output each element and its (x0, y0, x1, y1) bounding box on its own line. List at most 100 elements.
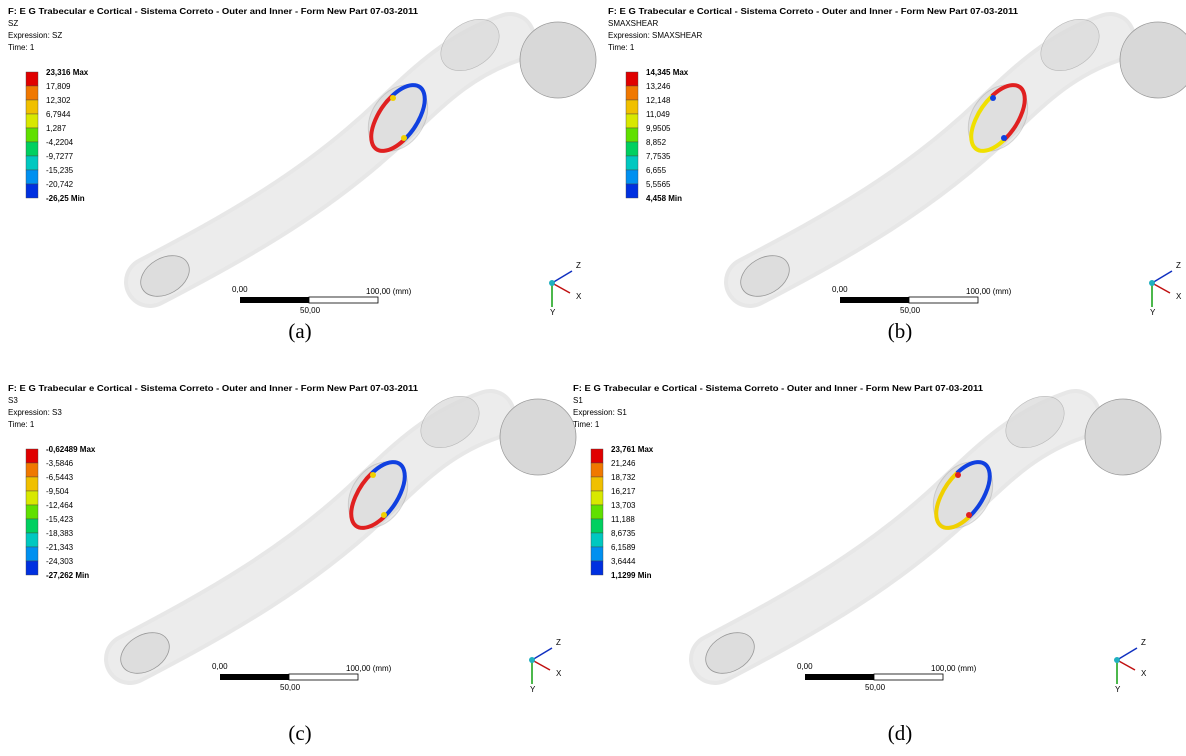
legend-label: -15,235 (46, 166, 74, 175)
legend-label: 14,345 Max (646, 68, 689, 77)
axis-z (1117, 648, 1137, 660)
scale-end: 100,00 (mm) (366, 287, 412, 296)
legend-cell (591, 547, 603, 561)
legend-cell (626, 86, 638, 100)
femur-head (500, 399, 576, 475)
time: Time: 1 (573, 420, 600, 429)
legend-cell (626, 184, 638, 198)
caption: (b) (888, 319, 913, 343)
panel: F: E G Trabecular e Cortical - Sistema C… (608, 7, 1186, 317)
axis-label: Y (530, 685, 536, 694)
scale-black (220, 674, 289, 680)
ring-spot (990, 95, 996, 101)
axis-label: Z (1141, 638, 1146, 647)
legend-cell (26, 86, 38, 100)
legend-cell (26, 142, 38, 156)
legend-label: 21,246 (611, 459, 636, 468)
scale-black (840, 297, 909, 303)
panel-title: F: E G Trabecular e Cortical - Sistema C… (573, 384, 984, 393)
quantity: S1 (573, 396, 583, 405)
legend-cell (26, 477, 38, 491)
panel-title: F: E G Trabecular e Cortical - Sistema C… (608, 7, 1019, 16)
legend-cell (591, 519, 603, 533)
panel-title: F: E G Trabecular e Cortical - Sistema C… (8, 7, 419, 16)
legend-cell (26, 114, 38, 128)
axis-label: Y (1150, 308, 1156, 317)
ring-spot (370, 472, 376, 478)
legend-cell (26, 561, 38, 575)
legend-cell (591, 505, 603, 519)
scale-black (240, 297, 309, 303)
axis-x (552, 283, 570, 293)
legend-cell (26, 72, 38, 86)
expression: Expression: SZ (8, 31, 62, 40)
expression: Expression: SMAXSHEAR (608, 31, 702, 40)
scale-end: 100,00 (mm) (966, 287, 1012, 296)
figure: F: E G Trabecular e Cortical - Sistema C… (0, 0, 1186, 756)
legend-cell (591, 477, 603, 491)
scale-mid: 50,00 (865, 683, 886, 692)
legend-label: -18,383 (46, 529, 74, 538)
legend-label: 3,6444 (611, 557, 636, 566)
legend-label: -9,504 (46, 487, 69, 496)
legend-label: 17,809 (46, 82, 71, 91)
scale-mid: 50,00 (300, 306, 321, 315)
legend-label: 13,703 (611, 501, 636, 510)
axis-origin (549, 280, 555, 286)
time: Time: 1 (8, 43, 35, 52)
axis-label: Z (1176, 261, 1181, 270)
scale-start: 0,00 (212, 662, 228, 671)
ring-spot (955, 472, 961, 478)
axis-z (1152, 271, 1172, 283)
axis-label: X (1176, 292, 1182, 301)
scale-start: 0,00 (797, 662, 813, 671)
legend-cell (626, 156, 638, 170)
scale-white (289, 674, 358, 680)
scale-mid: 50,00 (900, 306, 921, 315)
legend-cell (591, 491, 603, 505)
legend-label: -12,464 (46, 501, 74, 510)
legend-label: 16,217 (611, 487, 636, 496)
time: Time: 1 (8, 420, 35, 429)
legend-label: 6,1589 (611, 543, 636, 552)
axis-label: Y (1115, 685, 1121, 694)
quantity: SMAXSHEAR (608, 19, 658, 28)
legend-label: 6,655 (646, 166, 667, 175)
ring-spot (1001, 135, 1007, 141)
scale-black (805, 674, 874, 680)
legend-label: 13,246 (646, 82, 671, 91)
scale-end: 100,00 (mm) (346, 664, 392, 673)
axis-x (1152, 283, 1170, 293)
legend-cell (591, 561, 603, 575)
panel: F: E G Trabecular e Cortical - Sistema C… (8, 7, 596, 317)
axis-x (532, 660, 550, 670)
ring-spot (966, 512, 972, 518)
femur-inner (130, 415, 490, 659)
axis-origin (1149, 280, 1155, 286)
axis-label: X (576, 292, 582, 301)
ring-spot (401, 135, 407, 141)
expression: Expression: S3 (8, 408, 62, 417)
legend-label: 1,1299 Min (611, 571, 652, 580)
scale-white (309, 297, 378, 303)
legend-label: 4,458 Min (646, 194, 682, 203)
legend-cell (626, 142, 638, 156)
legend-label: -27,262 Min (46, 571, 89, 580)
time: Time: 1 (608, 43, 635, 52)
scale-start: 0,00 (832, 285, 848, 294)
legend-label: 12,302 (46, 96, 71, 105)
legend-cell (626, 72, 638, 86)
legend-label: -24,303 (46, 557, 74, 566)
scale-mid: 50,00 (280, 683, 301, 692)
axis-origin (1114, 657, 1120, 663)
axis-z (532, 648, 552, 660)
legend-cell (626, 114, 638, 128)
scale-white (874, 674, 943, 680)
legend-cell (26, 184, 38, 198)
axis-label: Y (550, 308, 556, 317)
legend-cell (626, 128, 638, 142)
ring-spot (390, 95, 396, 101)
femur-inner (150, 38, 510, 282)
legend-cell (26, 463, 38, 477)
legend-label: -0,62489 Max (46, 445, 96, 454)
